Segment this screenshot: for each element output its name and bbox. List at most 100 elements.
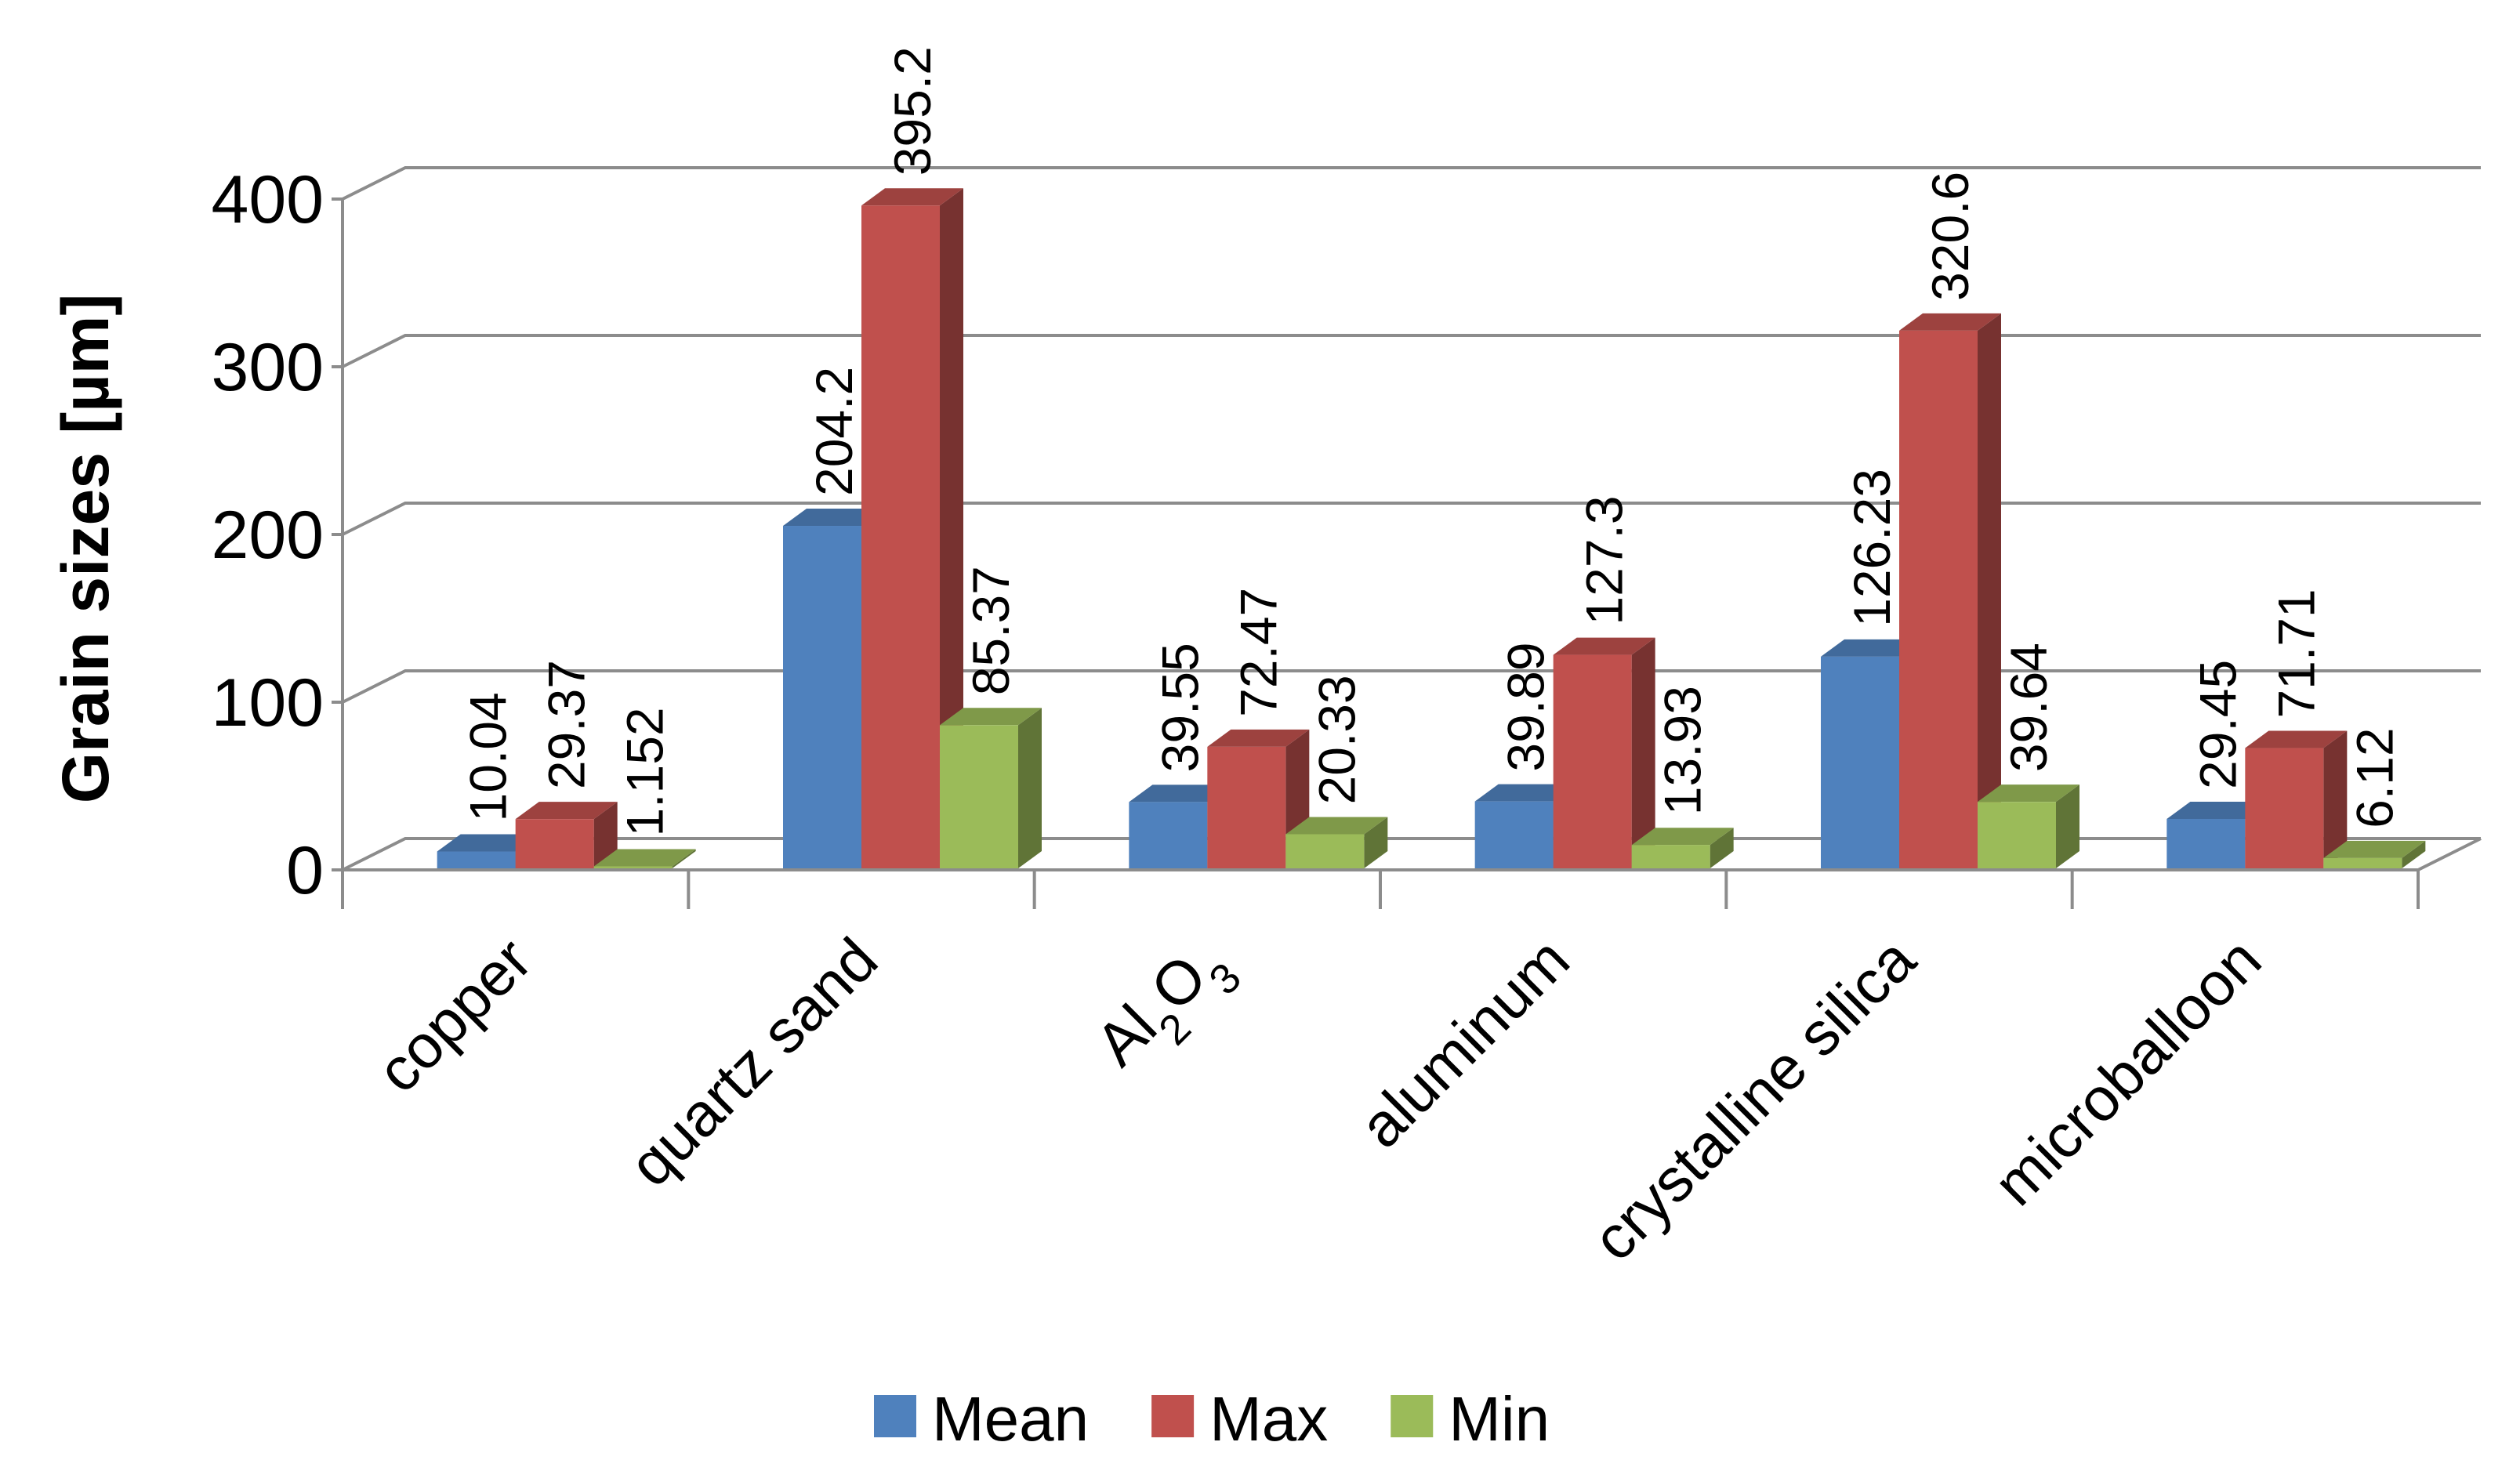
bar-top [1285,817,1388,835]
bar-top [861,188,963,206]
data-label-max: 71.71 [2267,589,2325,718]
category-labels: copper quartz sand Al2O3 aluminumcrystallin… [364,924,2275,1274]
bar-max-5 [2245,730,2348,868]
bar-min-2 [1285,817,1388,868]
y-axis-title: Grain sizes [µm] [49,294,122,804]
bar-top [1474,784,1577,802]
bar-front [861,205,940,869]
y-tick-label: 400 [212,162,325,237]
legend-swatch [1151,1395,1195,1437]
bar-min-5 [2323,840,2426,868]
data-label-min: 6.12 [2345,727,2403,828]
bar-front [1821,656,1899,868]
gridline-0 [342,837,2481,871]
gridlines [342,166,2481,871]
bar-side [1978,313,2001,868]
bar-front [1553,654,1632,868]
x-category-label: Al2O3 [1082,925,1250,1092]
legend-label: Max [1209,1384,1328,1454]
bar-top [2245,730,2348,748]
y-tick-label: 300 [212,330,325,405]
legend-swatch [874,1395,916,1437]
bar-top [1899,313,2001,331]
bar-min-4 [1978,784,2079,868]
y-tick-label: 0 [286,833,324,908]
bar-side [1018,708,1042,868]
bar-min-0 [593,849,696,868]
bar-side [1364,817,1388,868]
bar-front [1899,330,1978,868]
bar-front [1285,834,1365,868]
bar-top [1129,784,1231,803]
data-label-mean: 204.2 [805,367,863,496]
data-label-max: 29.37 [538,660,596,789]
data-label-mean: 10.04 [459,692,517,821]
data-label-min: 1.152 [616,707,674,836]
bar-front [1978,802,2056,868]
bar-min-1 [940,708,1042,868]
bar-side [672,849,696,868]
bar-side [940,188,963,869]
x-category-label: crystalline silica [1579,924,1929,1274]
x-category-label: microballoon [1980,925,2274,1219]
bar-mean-0 [437,834,539,868]
x-category-label: copper [364,925,545,1106]
bar-front [940,725,1018,868]
bar-front [437,851,516,868]
y-tick-label: 100 [212,665,325,741]
axes: 0 100 200 300 400 [212,162,2482,909]
bar-top [1631,828,1734,846]
floor-right-edge [2417,837,2482,871]
bar-top [940,708,1042,726]
bar-front [1474,801,1554,868]
bar-front [1631,845,1710,868]
bar-front [593,866,673,868]
data-label-max: 320.6 [1921,172,1979,301]
gridline-400 [342,166,2481,201]
x-category-label: quartz sand [616,925,890,1199]
legend: Mean Max Min [874,1384,1550,1454]
data-label-mean: 29.45 [2188,660,2246,789]
gridline-300 [342,334,2481,368]
x-category-label: aluminum [1346,925,1582,1161]
bar-top [1207,729,1310,747]
gridline-200 [342,502,2481,536]
bar-side [2402,840,2426,868]
bar-side [2323,730,2348,868]
legend-item-mean: Mean [874,1384,1089,1454]
bar-max-1 [861,188,963,869]
legend-swatch [1391,1395,1434,1437]
bar-top [593,849,696,867]
bar-front [1207,746,1286,868]
bar-front [783,526,861,868]
legend-label: Min [1449,1384,1550,1454]
data-label-mean: 39.89 [1497,642,1555,771]
bar-side [593,802,618,868]
legend-label: Mean [932,1384,1089,1454]
data-label-max: 395.2 [883,46,941,176]
bar-top [2166,801,2269,819]
data-label-min: 39.64 [2000,643,2058,772]
bar-top [1553,637,1655,655]
bars [437,188,2426,869]
bar-max-0 [515,802,618,868]
data-label-min: 20.33 [1307,675,1365,804]
data-label-min: 85.37 [962,566,1020,695]
y-tick-label: 200 [212,498,325,573]
bar-front [2245,748,2324,868]
data-label-max: 72.47 [1229,588,1287,717]
bar-front [2166,818,2246,868]
bar-min-3 [1631,828,1734,868]
bar-top [783,509,885,527]
bar-front [515,819,594,868]
bar-max-4 [1899,313,2001,868]
bar-front [2323,857,2402,868]
data-label-mean: 126.23 [1843,469,1901,627]
bar-max-2 [1207,729,1310,868]
bar-top [1978,784,2079,803]
data-label-max: 127.3 [1575,495,1633,625]
bar-top [2323,840,2426,858]
bar-side [2056,784,2079,868]
data-label-mean: 39.55 [1151,643,1209,772]
